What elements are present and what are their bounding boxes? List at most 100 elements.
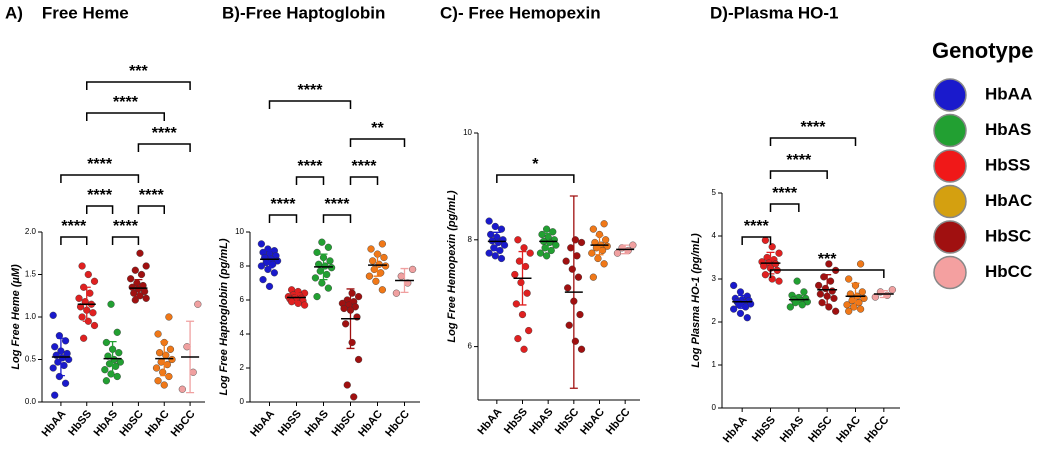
data-point bbox=[826, 277, 835, 285]
data-point bbox=[259, 276, 267, 284]
significance-label: **** bbox=[113, 94, 139, 111]
data-point bbox=[589, 273, 597, 281]
data-point bbox=[65, 355, 73, 364]
significance-bracket bbox=[496, 174, 575, 183]
y-tick-label: 4 bbox=[240, 329, 245, 338]
x-tick-label: HbSC bbox=[117, 408, 145, 439]
significance-label: **** bbox=[744, 218, 770, 235]
data-point bbox=[102, 377, 110, 385]
data-point bbox=[377, 269, 385, 277]
data-point bbox=[350, 393, 358, 401]
y-axis-label: Log Free Heme (µM) bbox=[10, 264, 22, 370]
data-point bbox=[178, 385, 186, 393]
significance-label: **** bbox=[786, 152, 812, 169]
data-point bbox=[323, 270, 331, 279]
data-point bbox=[61, 337, 70, 345]
data-point bbox=[594, 254, 602, 263]
y-tick-label: 0 bbox=[240, 397, 245, 406]
data-point bbox=[624, 246, 632, 255]
x-tick-label: HbSS bbox=[66, 408, 94, 438]
data-point bbox=[257, 240, 266, 248]
data-point bbox=[61, 379, 70, 387]
legend-label: HbAS bbox=[985, 120, 1031, 139]
data-point bbox=[54, 358, 62, 366]
significance-bracket bbox=[137, 205, 165, 214]
legend-label: HbSS bbox=[985, 155, 1030, 174]
y-tick-label: 1.5 bbox=[25, 270, 37, 279]
significance-bracket bbox=[86, 112, 165, 121]
data-point bbox=[163, 361, 171, 369]
y-axis-label: Log Free Haptoglobin (pg/mL) bbox=[218, 238, 230, 395]
data-point bbox=[301, 301, 309, 309]
data-point bbox=[378, 240, 386, 248]
data-point bbox=[154, 330, 162, 338]
data-point bbox=[321, 262, 329, 270]
data-point bbox=[380, 253, 388, 262]
data-point bbox=[115, 349, 123, 357]
x-tick-label: HbCC bbox=[604, 406, 633, 437]
data-point bbox=[730, 305, 738, 313]
data-point bbox=[112, 362, 120, 370]
data-point bbox=[494, 238, 502, 247]
data-point bbox=[382, 262, 390, 270]
data-point bbox=[828, 287, 836, 295]
data-point bbox=[51, 391, 59, 399]
data-point bbox=[142, 294, 150, 302]
legend-swatch bbox=[933, 78, 967, 112]
data-point bbox=[128, 283, 136, 291]
data-point bbox=[741, 303, 750, 311]
x-tick-label: HbAA bbox=[248, 408, 277, 439]
y-axis-label: Log Plasma HO-1 (pg/mL) bbox=[690, 233, 702, 368]
data-point bbox=[318, 238, 326, 246]
data-point bbox=[514, 236, 522, 244]
data-point bbox=[600, 260, 608, 268]
x-tick-label: HbAC bbox=[578, 406, 607, 437]
data-point bbox=[113, 328, 121, 336]
significance-bracket bbox=[60, 174, 140, 183]
x-tick-label: HbAS bbox=[778, 414, 806, 445]
data-point bbox=[257, 262, 266, 270]
data-point bbox=[375, 260, 383, 268]
legend-swatch bbox=[933, 149, 967, 183]
data-point bbox=[562, 257, 570, 265]
y-tick-label: 5 bbox=[712, 188, 717, 197]
significance-label: **** bbox=[801, 119, 827, 136]
y-tick-label: 2.0 bbox=[25, 227, 37, 236]
data-point bbox=[730, 281, 738, 290]
y-tick-label: 2 bbox=[712, 317, 717, 326]
data-point bbox=[76, 303, 85, 311]
data-point bbox=[130, 289, 138, 297]
data-point bbox=[324, 243, 332, 251]
legend-swatch bbox=[933, 255, 967, 290]
data-point bbox=[60, 361, 68, 370]
data-point bbox=[313, 293, 321, 301]
x-tick-label: HbSS bbox=[276, 408, 304, 438]
significance-bracket bbox=[769, 170, 828, 179]
data-point bbox=[80, 334, 88, 342]
data-point bbox=[564, 284, 572, 292]
data-point bbox=[589, 225, 597, 233]
data-point bbox=[491, 252, 499, 260]
x-tick-label: HbSC bbox=[806, 414, 834, 445]
data-point bbox=[547, 246, 555, 255]
data-point bbox=[577, 345, 586, 353]
significance-label: **** bbox=[87, 187, 113, 204]
significance-bracket bbox=[769, 203, 800, 212]
y-tick-label: 0.0 bbox=[25, 397, 37, 406]
significance-bracket bbox=[268, 100, 352, 109]
data-point bbox=[629, 241, 637, 249]
data-point bbox=[600, 220, 608, 228]
data-point bbox=[798, 301, 806, 309]
chart-title: D)-Plasma HO-1 bbox=[710, 3, 838, 22]
data-point bbox=[78, 313, 86, 321]
significance-label: ** bbox=[371, 120, 384, 137]
data-point bbox=[78, 262, 86, 270]
data-point bbox=[500, 241, 509, 249]
data-point bbox=[397, 272, 405, 280]
significance-bracket bbox=[268, 214, 298, 223]
significance-bracket bbox=[349, 176, 379, 185]
data-point bbox=[168, 355, 176, 364]
data-point bbox=[49, 311, 57, 319]
significance-label: **** bbox=[298, 158, 324, 175]
data-point bbox=[107, 370, 115, 378]
